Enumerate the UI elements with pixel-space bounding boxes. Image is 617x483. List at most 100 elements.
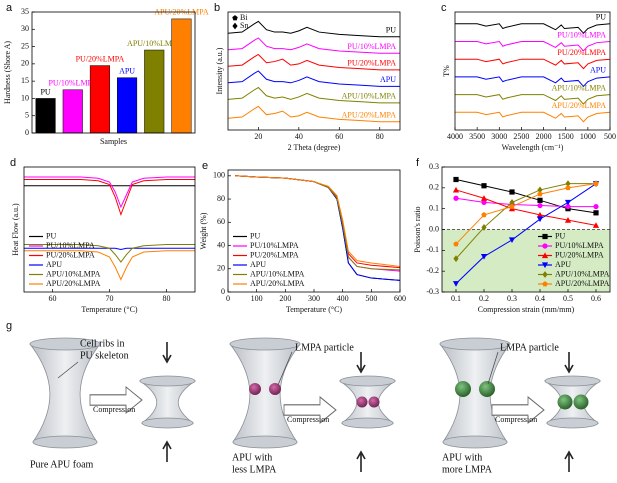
y-tick-label: 0 [221,287,225,296]
series-line [455,58,611,70]
marker [480,195,488,201]
plot-frame [441,166,611,293]
charts: a 0 5 10 15 20 25 30 35 Hardness (Shore A) Samples… [3,2,616,314]
y-axis-label: T% [442,65,451,77]
x-tick-label: 20 [254,132,262,141]
x-tick-label: 60 [49,294,57,303]
note: PU skeleton [80,350,129,361]
x-tick-label: 0.4 [535,294,545,303]
y-tick-label: 15 [21,76,29,85]
x-tick-label: 0.1 [451,294,461,303]
marker [509,203,515,209]
marker [541,262,549,269]
x-tick-label: 4000 [447,132,463,141]
y-tick-label: -0.3 [426,287,439,296]
marker [542,271,548,278]
legend-label: APU/10%LMPA [555,269,610,278]
legend-label: PU/20%LMPA [555,250,604,259]
x-tick-label: 300 [308,294,320,303]
series-line [455,183,597,245]
x-tick-label: 100 [251,294,263,303]
x-axis-label: Temperature (°C) [286,305,343,314]
y-tick-label: 0.3 [429,162,439,171]
marker [453,176,459,183]
x-tick-label: 0.3 [507,294,517,303]
diagram-panel: Cell ribs in PU skeleton Compression Pur… [29,337,196,470]
marker [453,195,459,201]
y-tick-label: 0 [25,128,29,137]
y-tick-label: 60 [217,217,225,226]
panel-label: e [202,160,208,172]
marker [565,184,571,191]
series-line [455,183,596,260]
x-tick-label: 0.2 [479,294,489,303]
x-axis-label: Compression strain (mm/mm) [478,305,575,314]
y-tick-label: 100 [213,171,225,180]
marker [509,199,515,206]
caption: Pure APU foam [30,459,94,470]
series-line [24,247,195,251]
series-line [235,175,401,267]
marker [536,211,544,218]
bar [144,49,165,134]
series-label: APU/10%LMPA [552,83,607,92]
marker [541,252,549,259]
x-tick-label: 600 [394,294,406,303]
x-tick-label: 500 [604,132,616,141]
x-axis-label: Temperature (°C) [81,305,138,314]
series-line [227,70,400,87]
y-tick-label: 35 [21,7,29,16]
marker [508,237,516,244]
series-label: APU/20%LMPA [342,111,397,120]
arrow-label: Compression [287,415,329,424]
bar-label: PU/10%LMPA [48,79,97,88]
x-tick-label: 500 [365,294,377,303]
y-tick-label: 20 [21,59,29,68]
marker [481,212,487,218]
series-line [24,179,195,217]
bar [171,18,192,134]
bar [89,65,110,134]
bar [117,77,138,134]
marker [537,197,543,203]
series-label: APU [590,66,606,75]
x-tick-label: 60 [335,132,343,141]
series-label: PU/10%LMPA [557,30,606,39]
marker [537,191,543,197]
bar [35,98,56,134]
x-axis-label: Samples [100,137,127,146]
series-line [227,105,400,123]
series-label: PU/10%LMPA [347,42,396,51]
y-axis-label: Weight (%) [199,212,208,249]
series-line [24,244,195,263]
plot-frame [227,11,401,131]
caption: APU with [232,452,272,463]
series-line [455,23,611,34]
y-axis-label: Intensity (a.u.) [215,47,224,94]
series-label: PU/20%LMPA [347,59,396,68]
plot-frame [31,11,196,134]
marker [536,216,544,223]
series-label: PU [596,13,606,22]
marker [480,253,488,260]
x-tick-label: 80 [376,132,384,141]
series-line [227,86,400,104]
y-tick-label: 0.0 [429,224,439,233]
marker [542,243,548,249]
legend-label: PU/20%LMPA [46,250,95,259]
series-line [24,250,195,281]
x-axis-label: Wavelength (cm⁻¹) [502,143,564,152]
y-tick-label: 5 [25,111,29,120]
x-tick-label: 2500 [513,132,529,141]
y-tick-label: 40 [217,240,225,249]
legend-label: APU/20%LMPA [46,279,101,288]
x-tick-label: 0.5 [563,294,573,303]
x-axis-label: 2 Theta (degree) [288,143,341,152]
marker [565,203,571,210]
series-label: PU/20%LMPA [557,48,606,57]
diagram-panel: LMPA particle Compression APU with less … [229,337,396,475]
x-tick-label: 40 [295,132,303,141]
diagram-panel: LMPA particle Compression APU with more … [439,337,601,475]
series-label: APU/20%LMPA [552,101,607,110]
